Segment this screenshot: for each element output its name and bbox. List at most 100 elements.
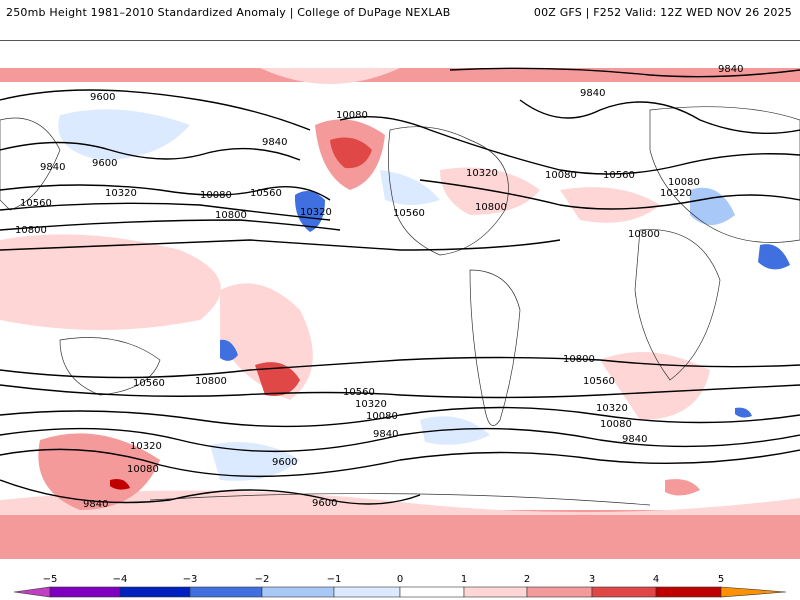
e-pacific-negative-anomaly bbox=[294, 191, 325, 232]
w-pacific-positive-anomaly bbox=[0, 234, 221, 330]
contour-label: 10560 bbox=[133, 378, 165, 389]
contour-9840-asia bbox=[519, 99, 800, 135]
height-contours bbox=[0, 67, 800, 505]
us-positive-anomaly bbox=[440, 167, 540, 215]
colorbar-tick: 4 bbox=[653, 574, 659, 585]
contour-10560-south bbox=[0, 384, 800, 399]
contour-label: 10080 bbox=[336, 110, 368, 121]
contour-label: 9600 bbox=[92, 158, 117, 169]
colorbar-tick: 1 bbox=[461, 574, 467, 585]
europe-negative-anomaly bbox=[690, 187, 735, 225]
colorbar-swatch bbox=[189, 586, 263, 598]
contour-10320-north bbox=[0, 202, 331, 221]
title-right: 00Z GFS | F252 Valid: 12Z WED NOV 26 202… bbox=[533, 6, 792, 19]
contour-label: 10560 bbox=[343, 387, 375, 398]
colorbar-tick: 5 bbox=[718, 574, 724, 585]
colorbar-swatch bbox=[526, 586, 593, 598]
contour-labels: 9840 9600 9840 10080 9840 9840 9600 1032… bbox=[15, 64, 743, 510]
contour-label: 9600 bbox=[272, 457, 297, 468]
contour-label: 10560 bbox=[393, 208, 425, 219]
contour-label: 9840 bbox=[262, 137, 287, 148]
colorbar-ticks: −5 −4 −3 −2 −1 0 1 2 3 4 5 bbox=[43, 574, 725, 585]
contour-label: 10560 bbox=[583, 376, 615, 387]
antarctic-light-anomaly bbox=[0, 490, 800, 515]
arctic-light-anomaly bbox=[260, 68, 400, 84]
colorbar-swatch bbox=[655, 586, 722, 598]
contour-label: 9840 bbox=[580, 88, 605, 99]
n-atlantic-positive-anomaly bbox=[560, 187, 660, 223]
contour-label: 9840 bbox=[83, 499, 108, 510]
s-indian-strong-anomaly bbox=[38, 433, 160, 510]
contour-label: 10800 bbox=[195, 376, 227, 387]
s-indian-blue-anomaly bbox=[735, 407, 752, 418]
contour-label: 10080 bbox=[127, 464, 159, 475]
colorbar-swatch bbox=[49, 586, 121, 598]
colorbar-tick: 3 bbox=[589, 574, 595, 585]
contour-9840-north bbox=[0, 141, 301, 161]
contour-label: 10080 bbox=[366, 411, 398, 422]
anomaly-fields bbox=[0, 68, 800, 559]
contour-9600-south bbox=[0, 479, 421, 505]
contour-9840-south bbox=[0, 448, 800, 478]
south-america-outline bbox=[469, 269, 521, 426]
s-indian-max-anomaly bbox=[110, 479, 130, 490]
contour-label: 10320 bbox=[105, 188, 137, 199]
s-ocean-positive-anomaly bbox=[665, 479, 700, 496]
contour-label: 9840 bbox=[373, 429, 398, 440]
colorbar-tick: 0 bbox=[397, 574, 403, 585]
colorbar-swatches bbox=[13, 586, 787, 598]
contour-label: 10800 bbox=[628, 229, 660, 240]
colorbar-swatch bbox=[119, 586, 191, 598]
contour-10080-north bbox=[0, 184, 331, 201]
contour-label: 10560 bbox=[20, 198, 52, 209]
contour-9600-north bbox=[0, 89, 311, 131]
contour-label: 10800 bbox=[563, 354, 595, 365]
contour-label: 10320 bbox=[660, 188, 692, 199]
colorbar: −5 −4 −3 −2 −1 0 1 2 3 4 5 bbox=[13, 574, 787, 598]
contour-10560-mid bbox=[419, 179, 800, 210]
colorbar-tick: −1 bbox=[327, 574, 342, 585]
n-america-negative-anomaly bbox=[380, 170, 440, 205]
contour-label: 9840 bbox=[718, 64, 743, 75]
contour-label: 10800 bbox=[15, 225, 47, 236]
arctic-positive-anomaly bbox=[0, 68, 800, 82]
contour-label: 9840 bbox=[622, 434, 647, 445]
contour-label: 10320 bbox=[596, 403, 628, 414]
contour-label: 10560 bbox=[603, 170, 635, 181]
colorbar-swatch bbox=[261, 586, 335, 598]
contour-label: 10080 bbox=[668, 177, 700, 188]
colorbar-swatch bbox=[591, 586, 657, 598]
colorbar-tick: −2 bbox=[255, 574, 270, 585]
contour-10800-north bbox=[0, 239, 561, 251]
contour-label: 10800 bbox=[215, 210, 247, 221]
contour-label: 10080 bbox=[600, 419, 632, 430]
colorbar-swatch bbox=[720, 586, 787, 598]
title-left: 250mb Height 1981–2010 Standardized Anom… bbox=[6, 6, 451, 19]
colorbar-swatch bbox=[13, 586, 51, 598]
contour-label: 9840 bbox=[40, 162, 65, 173]
colorbar-swatch bbox=[333, 586, 401, 598]
s-atlantic-negative-anomaly bbox=[420, 416, 490, 445]
contour-label: 10560 bbox=[250, 188, 282, 199]
contour-label: 10800 bbox=[475, 202, 507, 213]
contour-9840-top bbox=[449, 67, 800, 78]
contour-label: 10320 bbox=[466, 168, 498, 179]
s-pacific-negative-anomaly bbox=[220, 339, 238, 361]
colorbar-swatch bbox=[399, 586, 465, 598]
contour-10800-south bbox=[0, 356, 800, 379]
contour-label: 9600 bbox=[90, 92, 115, 103]
contour-label: 10080 bbox=[545, 170, 577, 181]
contour-label: 10320 bbox=[300, 207, 332, 218]
s-pacific-strong-anomaly bbox=[255, 362, 300, 396]
nw-pacific-negative-anomaly bbox=[58, 109, 190, 160]
africa-outline bbox=[634, 229, 721, 381]
alaska-strong-anomaly bbox=[330, 137, 372, 169]
antarctic-anomaly bbox=[0, 510, 800, 559]
contour-label: 9600 bbox=[312, 498, 337, 509]
contour-10080-mid bbox=[339, 116, 800, 175]
colorbar-tick: −3 bbox=[183, 574, 198, 585]
antarctica-outline bbox=[149, 493, 651, 506]
contour-label: 10080 bbox=[200, 190, 232, 201]
map-area: 9840 9600 9840 10080 9840 9840 9600 1032… bbox=[0, 64, 800, 559]
colorbar-swatch bbox=[463, 586, 528, 598]
